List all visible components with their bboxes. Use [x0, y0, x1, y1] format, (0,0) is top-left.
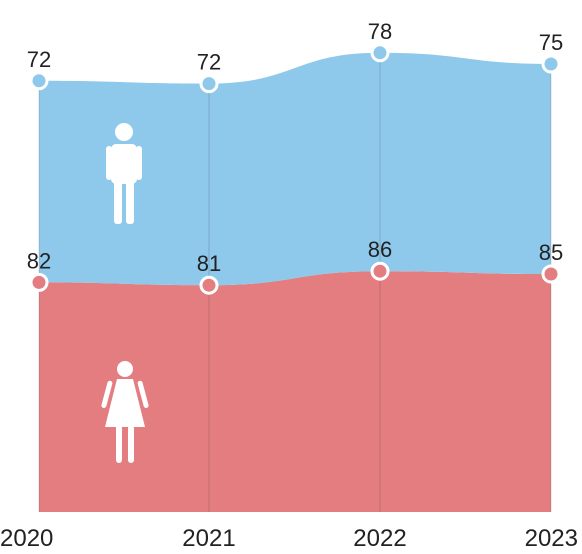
marker-top-2020	[29, 71, 49, 91]
marker-bottom-2021	[199, 275, 219, 295]
marker-top-2021	[199, 74, 219, 94]
series-icons	[101, 123, 149, 463]
marker-bottom-2023	[541, 264, 561, 284]
value-label-top-2020: 72	[27, 47, 51, 72]
value-label-bottom-2022: 86	[368, 237, 392, 262]
vertical-gridlines	[38, 52, 552, 512]
areas-layer	[39, 52, 551, 512]
value-label-bottom-2020: 82	[27, 248, 51, 273]
value-label-top-2023: 75	[539, 30, 563, 55]
marker-bottom-2022	[370, 261, 390, 281]
x-tick-label-2022: 2022	[353, 525, 406, 552]
value-label-top-2021: 72	[197, 50, 221, 75]
male-icon	[106, 123, 142, 224]
x-axis-labels: 2020 2021 2022 2023	[0, 525, 578, 552]
value-labels: 72 82 72 81 78 86 75 85	[27, 19, 563, 276]
data-markers	[29, 43, 561, 295]
area-series-bottom	[39, 271, 551, 512]
x-tick-label-2020: 2020	[0, 525, 53, 552]
area-series-top	[39, 52, 551, 286]
value-label-bottom-2021: 81	[197, 251, 221, 276]
value-label-bottom-2023: 85	[539, 240, 563, 265]
marker-bottom-2020	[29, 272, 49, 292]
value-label-top-2022: 78	[368, 19, 392, 44]
x-tick-label-2023: 2023	[525, 525, 578, 552]
marker-top-2023	[541, 54, 561, 74]
x-tick-label-2021: 2021	[182, 525, 235, 552]
female-icon	[101, 361, 149, 463]
marker-top-2022	[370, 43, 390, 63]
